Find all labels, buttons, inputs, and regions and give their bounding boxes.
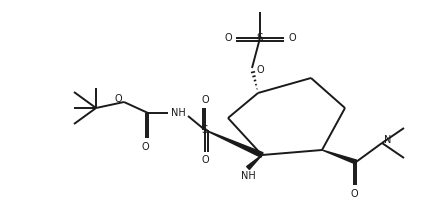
Text: O: O	[288, 33, 296, 43]
Text: O: O	[141, 142, 149, 152]
Text: O: O	[201, 95, 209, 105]
Text: O: O	[201, 155, 209, 165]
Text: O: O	[256, 65, 264, 75]
Text: NH: NH	[170, 108, 185, 118]
Text: N: N	[384, 135, 392, 145]
Text: O: O	[114, 94, 122, 104]
Text: O: O	[350, 189, 358, 199]
Text: S: S	[257, 33, 263, 43]
Text: S: S	[202, 125, 208, 135]
Polygon shape	[247, 155, 262, 169]
Polygon shape	[205, 130, 263, 157]
Text: NH: NH	[241, 171, 255, 181]
Polygon shape	[322, 150, 357, 164]
Text: O: O	[224, 33, 232, 43]
